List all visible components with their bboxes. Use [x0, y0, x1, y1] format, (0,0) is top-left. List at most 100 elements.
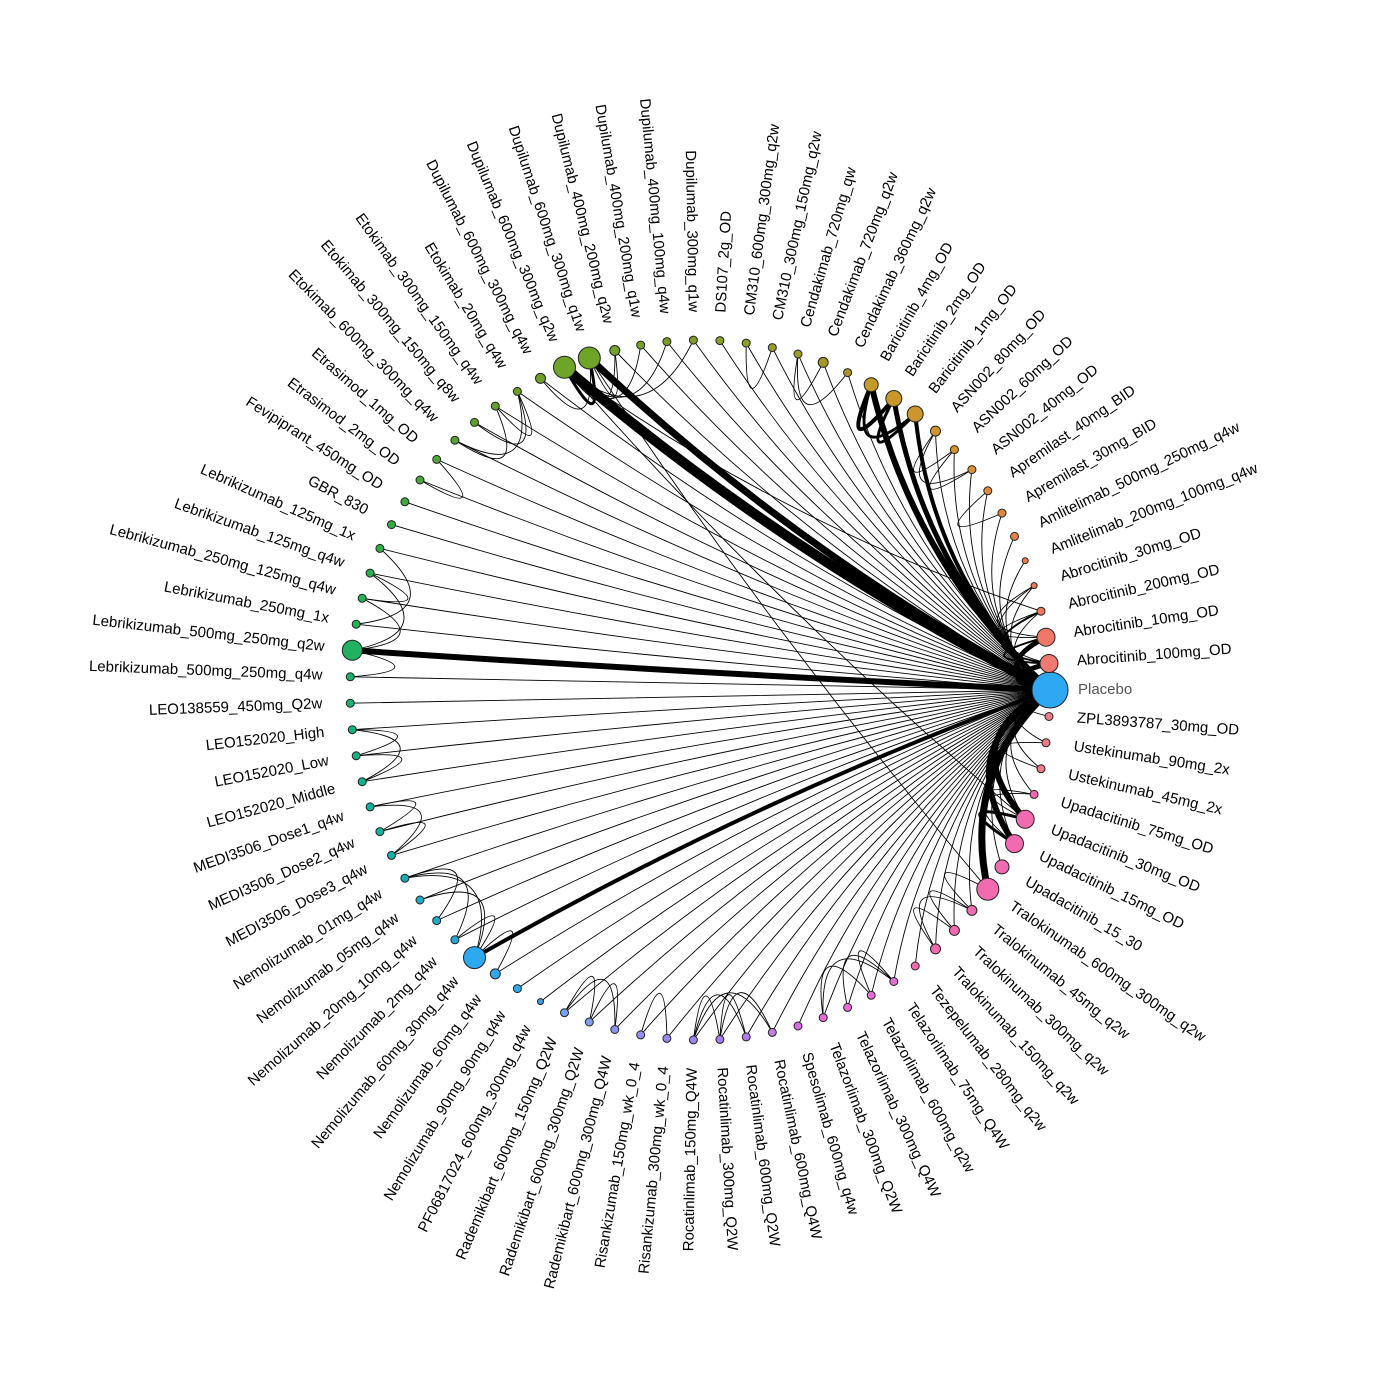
edge-placebo-nemolizumab-05mg-q4w: [419, 689, 1051, 901]
edge-placebo-medi3506-dose1-q4w: [369, 689, 1051, 808]
edge-abrocitinib-30mg-od-abrocitinib-10mg-od: [997, 585, 1047, 638]
edge-placebo-nemolizumab-20mg-10mg-q4w: [436, 689, 1051, 922]
node-tralokinumab-600mg-300mg-q2w: [976, 877, 1000, 901]
edge-leo152020-high-leo152020-middle: [351, 729, 401, 783]
node-cendakimab-360mg-q2w: [843, 368, 853, 378]
node-lebrikizumab-125mg-1x: [375, 543, 385, 553]
edge-placebo-dupilumab-300mg-q1w: [692, 339, 1051, 691]
edge-upadacitinib-30mg-od-upadacitinib-15mg-od: [978, 810, 1027, 846]
node-nemolizumab-01mg-q4w: [400, 873, 410, 883]
node-leo152020-middle: [357, 777, 367, 787]
edge-etokimab-600mg-300mg-q4w-etokimab-300mg-150mg-q4w: [454, 405, 508, 459]
node-ustekinumab-45mg-2x: [1036, 764, 1046, 774]
edge-rademikibart-600mg-300mg-q2w-rademikibart-600mg-150mg-q2w: [564, 975, 596, 1023]
edge-placebo-fevipiprant-450mg-od: [404, 501, 1051, 691]
node-dupilumab-600mg-300mg-q1w: [577, 346, 601, 370]
edge-abrocitinib-10mg-od-abrocitinib-100mg-od: [1003, 636, 1050, 665]
label-risankizumab-300mg-wk-0-4: Risankizumab_300mg_wk_0_4: [636, 1065, 673, 1274]
edge-etokimab-600mg-300mg-q4w-etokimab-20mg-q4w: [454, 390, 523, 455]
edge-placebo-nemolizumab-60mg-q4w: [494, 689, 1051, 975]
node-nemolizumab-90mg-90mg-q4w: [512, 984, 522, 994]
edge-baricitinib-4mg-od-baricitinib-1mg-od: [862, 383, 917, 439]
node-abrocitinib-10mg-od: [1036, 627, 1056, 647]
node-lebrikizumab-125mg-q4w: [365, 568, 375, 578]
node-etokimab-20mg-q4w: [512, 386, 522, 396]
node-nemolizumab-60mg-30mg-q4w: [463, 946, 486, 970]
node-telazorlimab-75mg-q4w: [889, 977, 899, 986]
edge-placebo-nemolizumab-60mg-30mg-q4w: [474, 689, 1051, 959]
edge-tralokinumab-45mg-q2w-tralokinumab-150mg-q2w: [919, 896, 973, 950]
label-lebrikizumab-250mg-125mg-q4w: Lebrikizumab_250mg_125mg_q4w: [108, 521, 338, 599]
nodes: [341, 335, 1069, 1045]
edge-placebo-etokimab-20mg-q4w: [516, 390, 1051, 691]
edge-placebo-nemolizumab-2mg-q4w: [454, 689, 1051, 941]
edge-placebo-dupilumab-400mg-200mg-q1w: [640, 344, 1051, 691]
edge-medi3506-dose3-q4w-medi3506-dose1-q4w: [369, 804, 422, 856]
edge-placebo-lebrikizumab-125mg-q4w: [369, 572, 1051, 691]
edge-cendakimab-720mg-qw-cendakimab-720mg-q2w: [793, 353, 824, 401]
edge-abrocitinib-200mg-od-abrocitinib-100mg-od: [1000, 610, 1050, 665]
edge-placebo-nemolizumab-01mg-q4w: [404, 689, 1051, 879]
edge-asn002-80mg-od-asn002-60mg-od: [913, 430, 955, 473]
node-abrocitinib-200mg-od: [1036, 606, 1046, 616]
edge-placebo-ds107-2g-od: [719, 340, 1051, 691]
node-risankizumab-150mg-wk-0-4: [636, 1030, 646, 1040]
node-tralokinumab-150mg-q2w: [930, 943, 941, 955]
edge-telazorlimab-75mg-q4w-telazorlimab-300mg-q4w: [842, 954, 895, 1008]
edge-placebo-dupilumab-600mg-300mg-q1w: [588, 357, 1051, 691]
edge-placebo-lebrikizumab-500mg-250mg-q2w: [349, 647, 1053, 693]
node-telazorlimab-300mg-q2w: [818, 1013, 828, 1023]
node-abrocitinib-100mg-od: [1039, 654, 1059, 673]
edge-placebo-rademikibart-600mg-300mg-q4w: [614, 689, 1051, 1030]
edge-rocatinlimab-600mg-q4w-rocatinlimab-300mg-q2w: [719, 992, 773, 1040]
label-leo138559-450mg-q2w: LEO138559_450mg_Q2w: [149, 695, 323, 719]
node-nemolizumab-20mg-10mg-q4w: [432, 916, 442, 926]
node-tralokinumab-300mg-q2w: [948, 924, 960, 936]
edge-placebo-lebrikizumab-250mg-125mg-q4w: [361, 597, 1051, 691]
node-nemolizumab-05mg-q4w: [415, 895, 425, 905]
node-zpl3893787-30mg-od: [1044, 712, 1054, 721]
node-medi3506-dose2-q4w: [375, 827, 385, 837]
label-rocatinlimab-150mg-q4w: Rocatinlimab_150mg_Q4W: [680, 1067, 700, 1252]
edge-tralokinumab-300mg-q2w-tralokinumab-150mg-q2w: [913, 907, 955, 950]
edge-telazorlimab-600mg-q2w-telazorlimab-300mg-q2w: [820, 965, 872, 1019]
edge-placebo-cm310-600mg-300mg-q2w: [745, 342, 1051, 691]
edge-lebrikizumab-500mg-250mg-q2w-lebrikizumab-500mg-250mg-q4w: [349, 649, 396, 678]
label-zpl3893787-30mg-od: ZPL3893787_30mg_OD: [1076, 710, 1240, 739]
edge-placebo-pf06817024-600mg-300mg-q4w: [540, 689, 1051, 1003]
node-dupilumab-400mg-100mg-q4w: [662, 337, 672, 347]
node-tezepelumab-280mg-q2w: [910, 961, 920, 971]
edge-telazorlimab-75mg-q4w-telazorlimab-600mg-q2w: [857, 950, 895, 996]
label-abrocitinib-100mg-od: Abrocitinib_100mg_OD: [1076, 641, 1232, 670]
node-asn002-80mg-od: [930, 425, 941, 437]
edge-placebo-etrasimod-1mg-od: [436, 458, 1051, 691]
node-apremilast-30mg-bid: [997, 508, 1007, 518]
edge-leo152020-high-leo152020-low: [351, 729, 398, 757]
edge-asn002-80mg-od-asn002-40mg-od: [919, 430, 973, 484]
edge-placebo-lebrikizumab-250mg-1x: [355, 623, 1051, 691]
edge-placebo-leo138559-450mg-q2w: [349, 689, 1051, 704]
edge-tralokinumab-45mg-q2w-tralokinumab-300mg-q2w: [929, 890, 973, 931]
label-ds107-2g-od: DS107_2g_OD: [712, 210, 735, 313]
edge-lebrikizumab-500mg-250mg-q2w-lebrikizumab-125mg-q4w: [351, 572, 405, 651]
node-lebrikizumab-250mg-1x: [351, 619, 361, 629]
node-lebrikizumab-250mg-125mg-q4w: [357, 593, 367, 603]
edge-placebo-dupilumab-400mg-100mg-q4w: [666, 341, 1051, 691]
edge-risankizumab-300mg-wk-0-4-risankizumab-150mg-wk-0-4: [640, 992, 668, 1039]
node-amlitelimab-500mg-250mg-q4w: [1010, 531, 1019, 541]
node-upadacitinib-15-30: [994, 859, 1010, 875]
edge-lebrikizumab-250mg-1x-lebrikizumab-125mg-1x: [355, 547, 411, 625]
edge-placebo-gbr-830: [391, 524, 1051, 691]
edge-leo152020-low-leo152020-middle: [355, 754, 403, 783]
edge-placebo-risankizumab-300mg-wk-0-4: [666, 689, 1051, 1039]
node-dupilumab-600mg-300mg-q2w: [553, 355, 576, 379]
edge-placebo-risankizumab-150mg-wk-0-4: [640, 689, 1051, 1036]
edge-telazorlimab-75mg-q4w-telazorlimab-300mg-q2w: [822, 958, 895, 1019]
node-amlitelimab-200mg-100mg-q4w: [1021, 557, 1029, 565]
node-nemolizumab-2mg-q4w: [450, 935, 460, 945]
node-spesolimab-600mg-q4w: [793, 1021, 803, 1031]
spoke-edges: [349, 339, 1051, 1041]
node-upadacitinib-75mg-od: [1029, 789, 1039, 799]
edge-placebo-baricitinib-1mg-od: [913, 412, 1052, 692]
edge-placebo-medi3506-dose2-q4w: [379, 689, 1051, 833]
